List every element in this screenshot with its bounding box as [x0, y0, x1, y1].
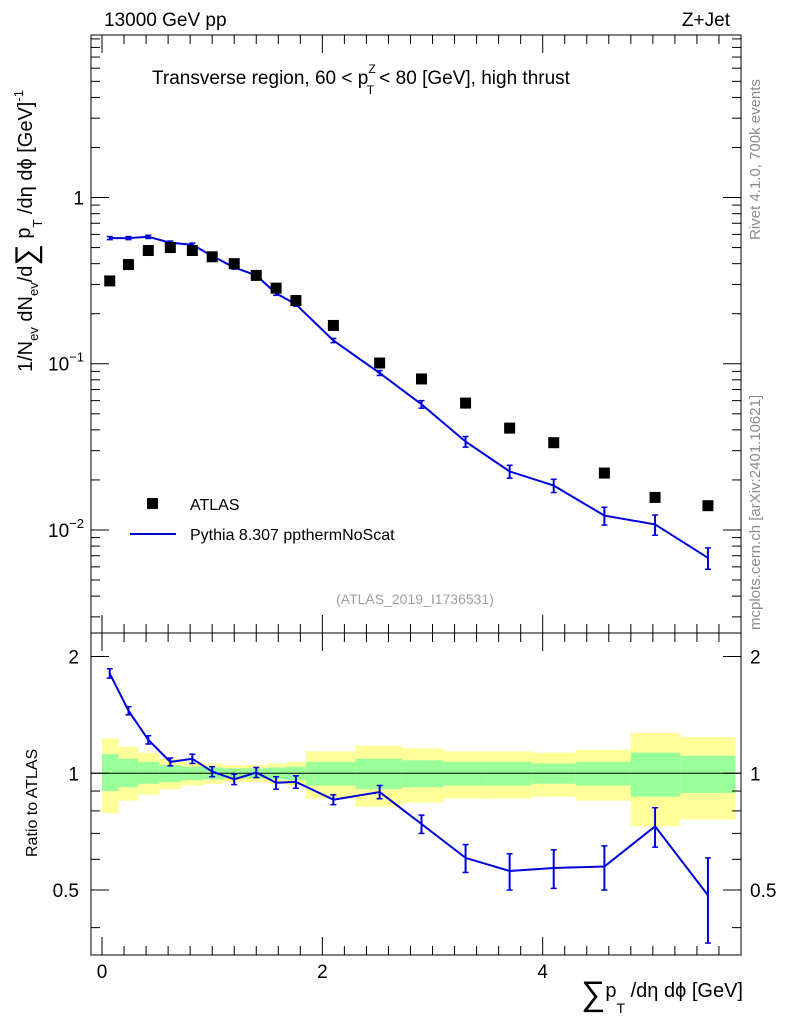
rivet-version-label: Rivet 4.1.0, 700k events [747, 79, 764, 240]
title-suffix: < 80 [GeV], high thrust [374, 68, 571, 89]
title-subscript: T [367, 83, 375, 97]
ylabel-part-d-sub: T [30, 220, 45, 228]
title-prefix: Transverse region, 60 < p [152, 68, 368, 89]
x-tick-label: 0 [97, 962, 108, 983]
ylabel-part-e: /dη dϕ [GeV] [15, 102, 37, 220]
atlas-point [142, 245, 154, 257]
main-data-layer [104, 234, 714, 571]
atlas-point [104, 275, 116, 287]
ratio-y-tick-label: 0.5 [53, 881, 79, 902]
ylabel-part-b-sub: ev [26, 282, 41, 296]
ylabel-sum-symbol: ∑ [10, 244, 43, 265]
atlas-point [270, 282, 282, 294]
legend-pythia-label: Pythia 8.307 ppthermNoScat [190, 527, 395, 544]
ratio-axis-ticks [91, 633, 741, 955]
atlas-point [548, 437, 560, 449]
ylabel-part-d: p [13, 228, 35, 245]
atlas-point [460, 397, 472, 409]
ratio-data-layer [106, 668, 711, 944]
atlas-point [598, 467, 610, 479]
xlabel-part-a-sub: T [617, 1000, 626, 1016]
process-label: Z+Jet [682, 10, 731, 31]
main-plot-frame [90, 34, 742, 634]
main-y-tick-labels: 110−110−2 [48, 189, 84, 542]
atlas-point [416, 373, 428, 385]
ratio-y-tick-label-right: 1 [750, 764, 761, 785]
atlas-point [228, 258, 240, 270]
ratio-y-tick-label: 1 [68, 764, 79, 785]
ratio-y-tick-label-right: 2 [750, 648, 761, 669]
main-y-tick-label: 10−1 [48, 350, 84, 376]
ratio-uncertainty-bands [91, 733, 741, 827]
ratio-plot: 0.5 0.5 1 1 2 2 0 2 4 Ratio to ATLAS ∑pT /dη dϕ… [24, 632, 777, 1016]
main-y-tick-label-base: 10 [48, 355, 69, 376]
main-plot: 110−110−2 Transverse region, 60 < pZ T < … [10, 34, 742, 634]
atlas-point [122, 259, 134, 271]
ratio-band-inner [680, 755, 736, 793]
xlabel-sum-symbol: ∑ [581, 975, 605, 1013]
ylabel-part-b: dN [15, 296, 37, 327]
ratio-plot-frame [90, 632, 742, 956]
atlas-point [327, 319, 339, 331]
ratio-y-tick-labels: 0.5 0.5 1 1 2 2 [53, 648, 777, 903]
ratio-y-tick-label-right: 0.5 [750, 881, 776, 902]
xlabel-part-b: /dη dϕ [GeV] [625, 980, 743, 1002]
atlas-point [164, 242, 176, 254]
ratio-band-inner [102, 754, 119, 792]
x-axis-label: ∑pT /dη dϕ [GeV] [581, 975, 743, 1016]
x-tick-label: 4 [537, 962, 548, 983]
ratio-y-axis-label: Ratio to ATLAS [24, 749, 41, 857]
atlas-point [206, 251, 218, 263]
main-axis-ticks [91, 35, 741, 633]
ylabel-part-e-sup: -1 [11, 90, 26, 102]
atlas-point [290, 295, 302, 307]
energy-label: 13000 GeV pp [104, 10, 227, 31]
legend: ATLAS Pythia 8.307 ppthermNoScat [130, 497, 395, 544]
legend-atlas-marker [147, 498, 158, 509]
main-plot-title: Transverse region, 60 < pZ T < 80 [GeV], … [152, 62, 571, 97]
ratio-band-inner [630, 752, 681, 797]
atlas-point [702, 500, 714, 512]
atlas-point [250, 269, 262, 281]
title-superscript: Z [368, 62, 375, 76]
atlas-point [649, 491, 661, 503]
atlas-point [186, 245, 198, 257]
x-tick-labels: 0 2 4 [97, 962, 549, 983]
main-y-tick-label-base: 10 [48, 521, 69, 542]
atlas-point [374, 357, 386, 369]
x-tick-label: 2 [317, 962, 328, 983]
ratio-band-inner [355, 758, 402, 790]
main-y-axis-label: 1/Nev dNev/d∑ pT /dη dϕ [GeV]-1 [10, 90, 45, 372]
main-y-tick-label-base: 1 [73, 189, 84, 210]
main-y-tick-label: 1 [73, 189, 84, 210]
main-y-tick-label: 10−2 [48, 516, 84, 542]
xlabel-part-a: p [605, 980, 616, 1002]
atlas-point [504, 422, 516, 434]
analysis-watermark: (ATLAS_2019_I1736531) [336, 591, 494, 607]
ratio-band-inner [401, 760, 444, 788]
source-label: mcplots.cern.ch [arXiv:2401.10621] [747, 395, 764, 630]
ylabel-part-a-sub: ev [26, 327, 41, 341]
ylabel-part-c: /d [15, 266, 37, 283]
main-y-tick-label-exponent: −1 [69, 350, 84, 365]
ylabel-part-a: 1/N [15, 341, 37, 372]
legend-atlas-label: ATLAS [190, 497, 240, 514]
ratio-y-tick-label: 2 [68, 648, 79, 669]
main-y-tick-label-exponent: −2 [69, 516, 84, 531]
